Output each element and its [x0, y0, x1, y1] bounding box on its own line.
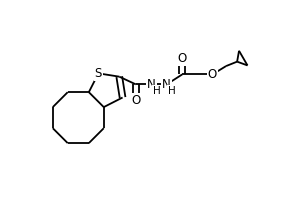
Text: O: O	[178, 52, 187, 65]
Text: O: O	[131, 94, 140, 107]
Text: H: H	[153, 86, 160, 96]
Text: O: O	[208, 68, 217, 81]
Text: N: N	[162, 78, 171, 91]
Text: H: H	[168, 86, 176, 96]
Text: S: S	[95, 67, 102, 80]
Text: N: N	[147, 78, 156, 91]
